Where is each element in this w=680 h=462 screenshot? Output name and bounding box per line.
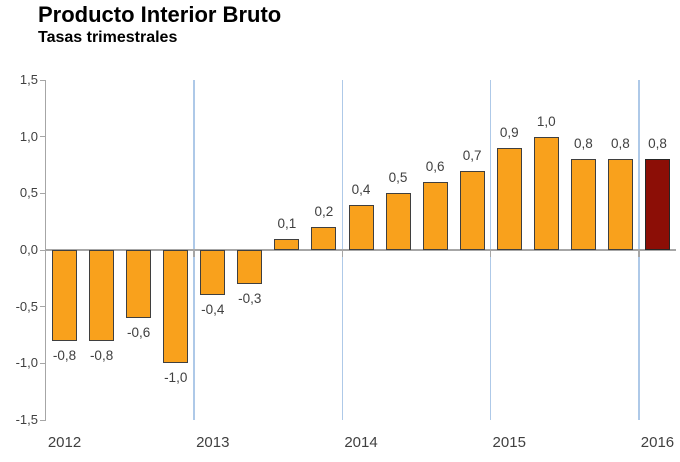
bar-value-label: -1,0	[164, 370, 188, 386]
zero-axis-line	[46, 249, 676, 251]
bar-value-label: 0,2	[314, 204, 334, 220]
bar	[237, 250, 263, 284]
bar	[89, 250, 115, 341]
bar	[607, 159, 633, 250]
bar	[496, 148, 522, 250]
bar-value-label: -0,4	[201, 302, 225, 318]
bar	[274, 238, 300, 250]
y-tick-label: 0,5	[19, 185, 38, 201]
x-axis-tick	[193, 250, 195, 257]
y-tick-label: -0,5	[15, 298, 38, 314]
bar	[422, 182, 448, 250]
bar	[385, 193, 411, 250]
bar-value-label: -0,6	[127, 325, 151, 340]
bar-value-label: 0,9	[499, 125, 519, 140]
bar	[311, 227, 337, 250]
bar-value-label: 0,5	[388, 170, 408, 186]
plot-area: -0,8 -0,8 -0,6 -1,0 -0,4 -0,3 0,1 0,2 0,4 0,5 0,6 0…	[46, 80, 676, 420]
x-axis-tick	[638, 250, 640, 257]
chart-subtitle: Tasas trimestrales	[38, 29, 178, 46]
y-tick-label: 0,0	[19, 242, 38, 257]
bar	[348, 204, 374, 250]
bar-value-label: 0,8	[611, 136, 630, 152]
bar-value-label: -0,3	[238, 291, 262, 306]
bar	[533, 136, 559, 250]
bar-value-label: 1,0	[536, 113, 556, 129]
y-axis-tick	[40, 419, 46, 421]
year-label: 2015	[492, 434, 526, 451]
bar-value-label: 0,6	[425, 159, 445, 174]
bar-value-label: 0,4	[351, 181, 371, 197]
year-label: 2012	[47, 434, 82, 451]
y-axis-tick	[40, 306, 46, 308]
y-tick-label: -1,0	[15, 355, 38, 371]
y-axis-tick	[40, 79, 46, 81]
bar	[163, 250, 189, 364]
y-tick-label: -1,5	[15, 412, 38, 427]
x-axis-tick	[341, 250, 344, 257]
bar-value-label: -0,8	[89, 347, 114, 363]
year-label: 2014	[344, 434, 378, 451]
bar-value-label: 0,8	[573, 136, 593, 152]
y-axis-tick	[40, 362, 46, 364]
bar-value-label: -0,8	[52, 347, 77, 363]
x-axis-tick	[489, 250, 492, 257]
y-axis-tick	[40, 249, 46, 251]
bar	[200, 250, 226, 296]
bar	[459, 170, 485, 250]
year-label: 2013	[196, 434, 230, 451]
year-label: 2016	[640, 434, 675, 451]
y-axis-tick	[40, 192, 46, 194]
bar-value-label: 0,8	[648, 136, 667, 152]
chart-title: Producto Interior Bruto	[38, 2, 282, 27]
y-tick-label: 1,0	[19, 128, 38, 144]
bar-value-label: 0,1	[277, 215, 297, 231]
bar-value-label: 0,7	[462, 147, 482, 163]
bar	[52, 250, 78, 341]
bar	[644, 159, 670, 250]
bar	[570, 159, 596, 250]
bar	[126, 250, 152, 318]
y-axis-tick	[40, 136, 46, 138]
y-tick-label: 1,5	[19, 72, 38, 87]
